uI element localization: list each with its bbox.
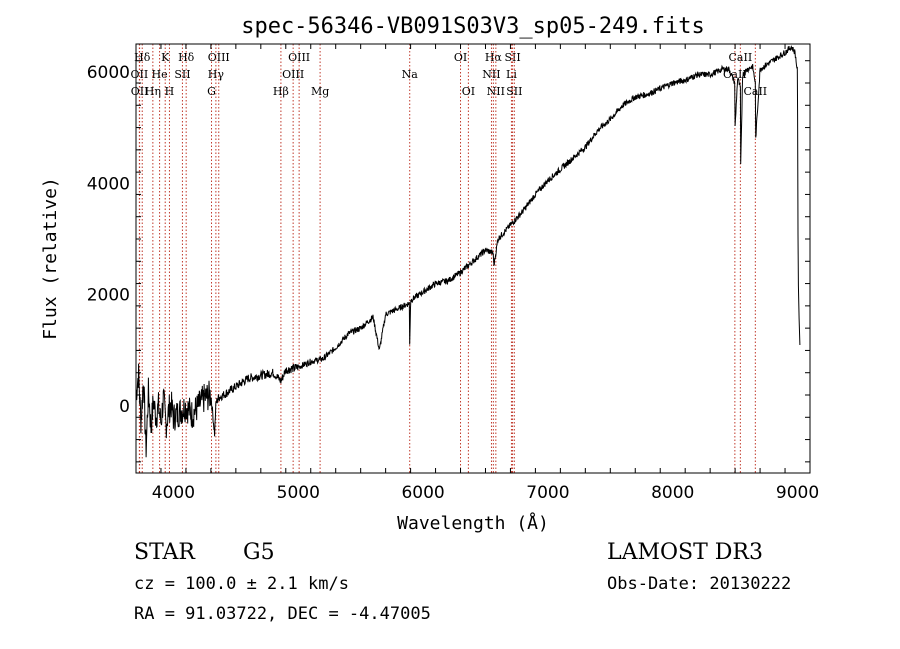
line-marker-label-13: OIII bbox=[288, 51, 310, 64]
line-marker-label-12: Hβ bbox=[273, 85, 289, 98]
y-tick-label: 2000 bbox=[87, 286, 130, 306]
x-tick-label: 4000 bbox=[152, 483, 195, 503]
line-marker-label-23: Li bbox=[506, 68, 517, 81]
x-tick-label: 8000 bbox=[651, 483, 694, 503]
line-marker-label-7: Hδ bbox=[178, 51, 195, 64]
sky-coordinates: RA = 91.03722, DEC = -4.47005 bbox=[134, 604, 431, 624]
spectrum-line bbox=[135, 45, 801, 458]
line-marker-label-15: Mg bbox=[311, 85, 329, 98]
line-marker-label-21: NII bbox=[487, 85, 505, 98]
line-marker-label-18: OI bbox=[462, 85, 475, 98]
line-marker-label-16: Na bbox=[402, 68, 419, 81]
line-marker-label-10: Hγ bbox=[208, 68, 225, 81]
plot-frame bbox=[135, 43, 811, 474]
line-marker-label-6: H bbox=[165, 85, 175, 98]
x-tick-label: 6000 bbox=[401, 483, 444, 503]
object-class: STAR bbox=[134, 540, 195, 565]
x-tick-label: 9000 bbox=[776, 483, 819, 503]
survey-name: LAMOST DR3 bbox=[607, 540, 763, 565]
line-marker-label-20: NII bbox=[482, 68, 500, 81]
line-marker-label-5: Hη bbox=[145, 85, 161, 98]
line-marker-label-24: SII bbox=[506, 85, 522, 98]
object-subclass: G5 bbox=[243, 540, 275, 565]
redshift-velocity: cz = 100.0 ± 2.1 km/s bbox=[134, 574, 349, 594]
line-marker-label-0: Hδ bbox=[134, 51, 151, 64]
line-marker-label-19: Hα bbox=[485, 51, 503, 64]
line-marker-label-1: OII bbox=[131, 68, 149, 81]
line-marker-label-14: OIII bbox=[282, 68, 304, 81]
x-tick-label: 7000 bbox=[526, 483, 569, 503]
line-marker-label-25: CaII bbox=[729, 51, 753, 64]
line-marker-label-17: OI bbox=[454, 51, 467, 64]
y-axis-label: Flux (relative) bbox=[40, 177, 61, 340]
line-marker-label-22: SII bbox=[504, 51, 520, 64]
line-marker-label-3: K bbox=[161, 51, 170, 64]
line-marker-label-4: He bbox=[152, 68, 168, 81]
x-axis-label: Wavelength (Å) bbox=[397, 512, 549, 534]
x-tick-label: 5000 bbox=[277, 483, 320, 503]
observation-date: Obs-Date: 20130222 bbox=[607, 574, 792, 594]
line-marker-label-11: G bbox=[207, 85, 216, 98]
y-tick-label: 0 bbox=[119, 397, 130, 417]
line-marker-label-2: OII bbox=[131, 85, 149, 98]
chart-title: spec-56346-VB091S03V3_sp05-249.fits bbox=[241, 14, 705, 39]
line-marker-label-9: OIII bbox=[208, 51, 230, 64]
line-marker-label-8: SII bbox=[174, 68, 190, 81]
y-tick-label: 4000 bbox=[87, 174, 130, 194]
y-tick-label: 6000 bbox=[87, 63, 130, 83]
